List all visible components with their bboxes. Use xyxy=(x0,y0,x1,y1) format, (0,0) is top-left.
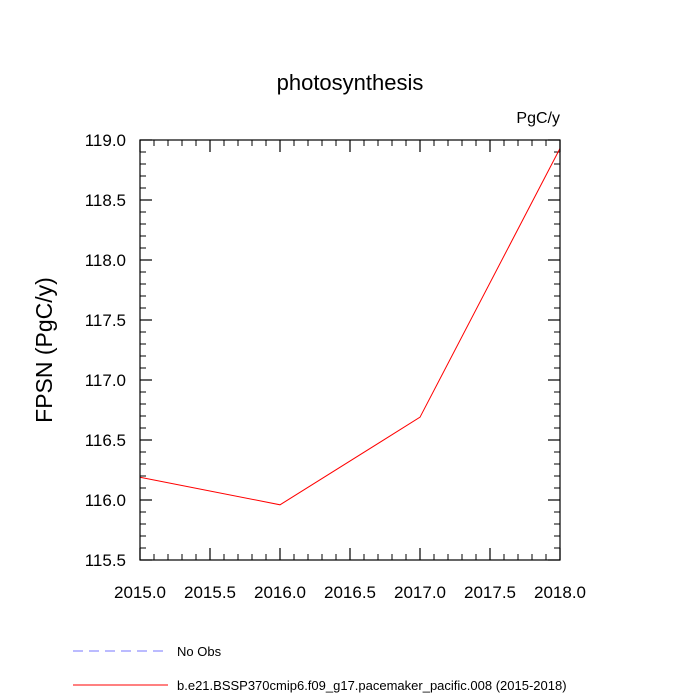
y-tick-label: 117.5 xyxy=(85,311,126,330)
x-tick-labels: 2015.0 2015.5 2016.0 2016.5 2017.0 2017.5 2018… xyxy=(114,583,586,602)
x-tick-label: 2015.5 xyxy=(184,583,236,602)
y-tick-labels: 115.5 116.0 116.5 117.0 117.5 118.0 118.5 119.0 xyxy=(85,131,126,570)
y-tick-label: 118.0 xyxy=(85,251,126,270)
legend-label: No Obs xyxy=(177,644,222,659)
series-line xyxy=(139,148,561,506)
x-tick-label: 2017.0 xyxy=(394,583,446,602)
y-tick-label: 116.5 xyxy=(85,431,126,450)
y-tick-label: 118.5 xyxy=(85,191,126,210)
legend-label: b.e21.BSSP370cmip6.f09_g17.pacemaker_pac… xyxy=(177,678,567,693)
legend: No Obs b.e21.BSSP370cmip6.f09_g17.pacemak… xyxy=(73,644,567,693)
y-axis-label: FPSN (PgC/y) xyxy=(31,277,57,423)
x-tick-label: 2016.0 xyxy=(254,583,306,602)
units-label: PgC/y xyxy=(516,110,560,127)
y-tick-label: 115.5 xyxy=(85,551,126,570)
x-tick-label: 2017.5 xyxy=(464,583,516,602)
plot-frame xyxy=(139,139,561,561)
y-tick-label: 119.0 xyxy=(85,131,126,150)
x-tick-label: 2016.5 xyxy=(324,583,376,602)
y-tick-label: 117.0 xyxy=(85,371,126,390)
x-tick-label: 2015.0 xyxy=(114,583,166,602)
y-tick-label: 116.0 xyxy=(85,491,126,510)
x-tick-label: 2018.0 xyxy=(534,583,586,602)
major-ticks xyxy=(139,139,561,561)
series-layer xyxy=(139,148,561,506)
chart-title: photosynthesis xyxy=(277,70,424,95)
minor-ticks xyxy=(140,140,560,560)
